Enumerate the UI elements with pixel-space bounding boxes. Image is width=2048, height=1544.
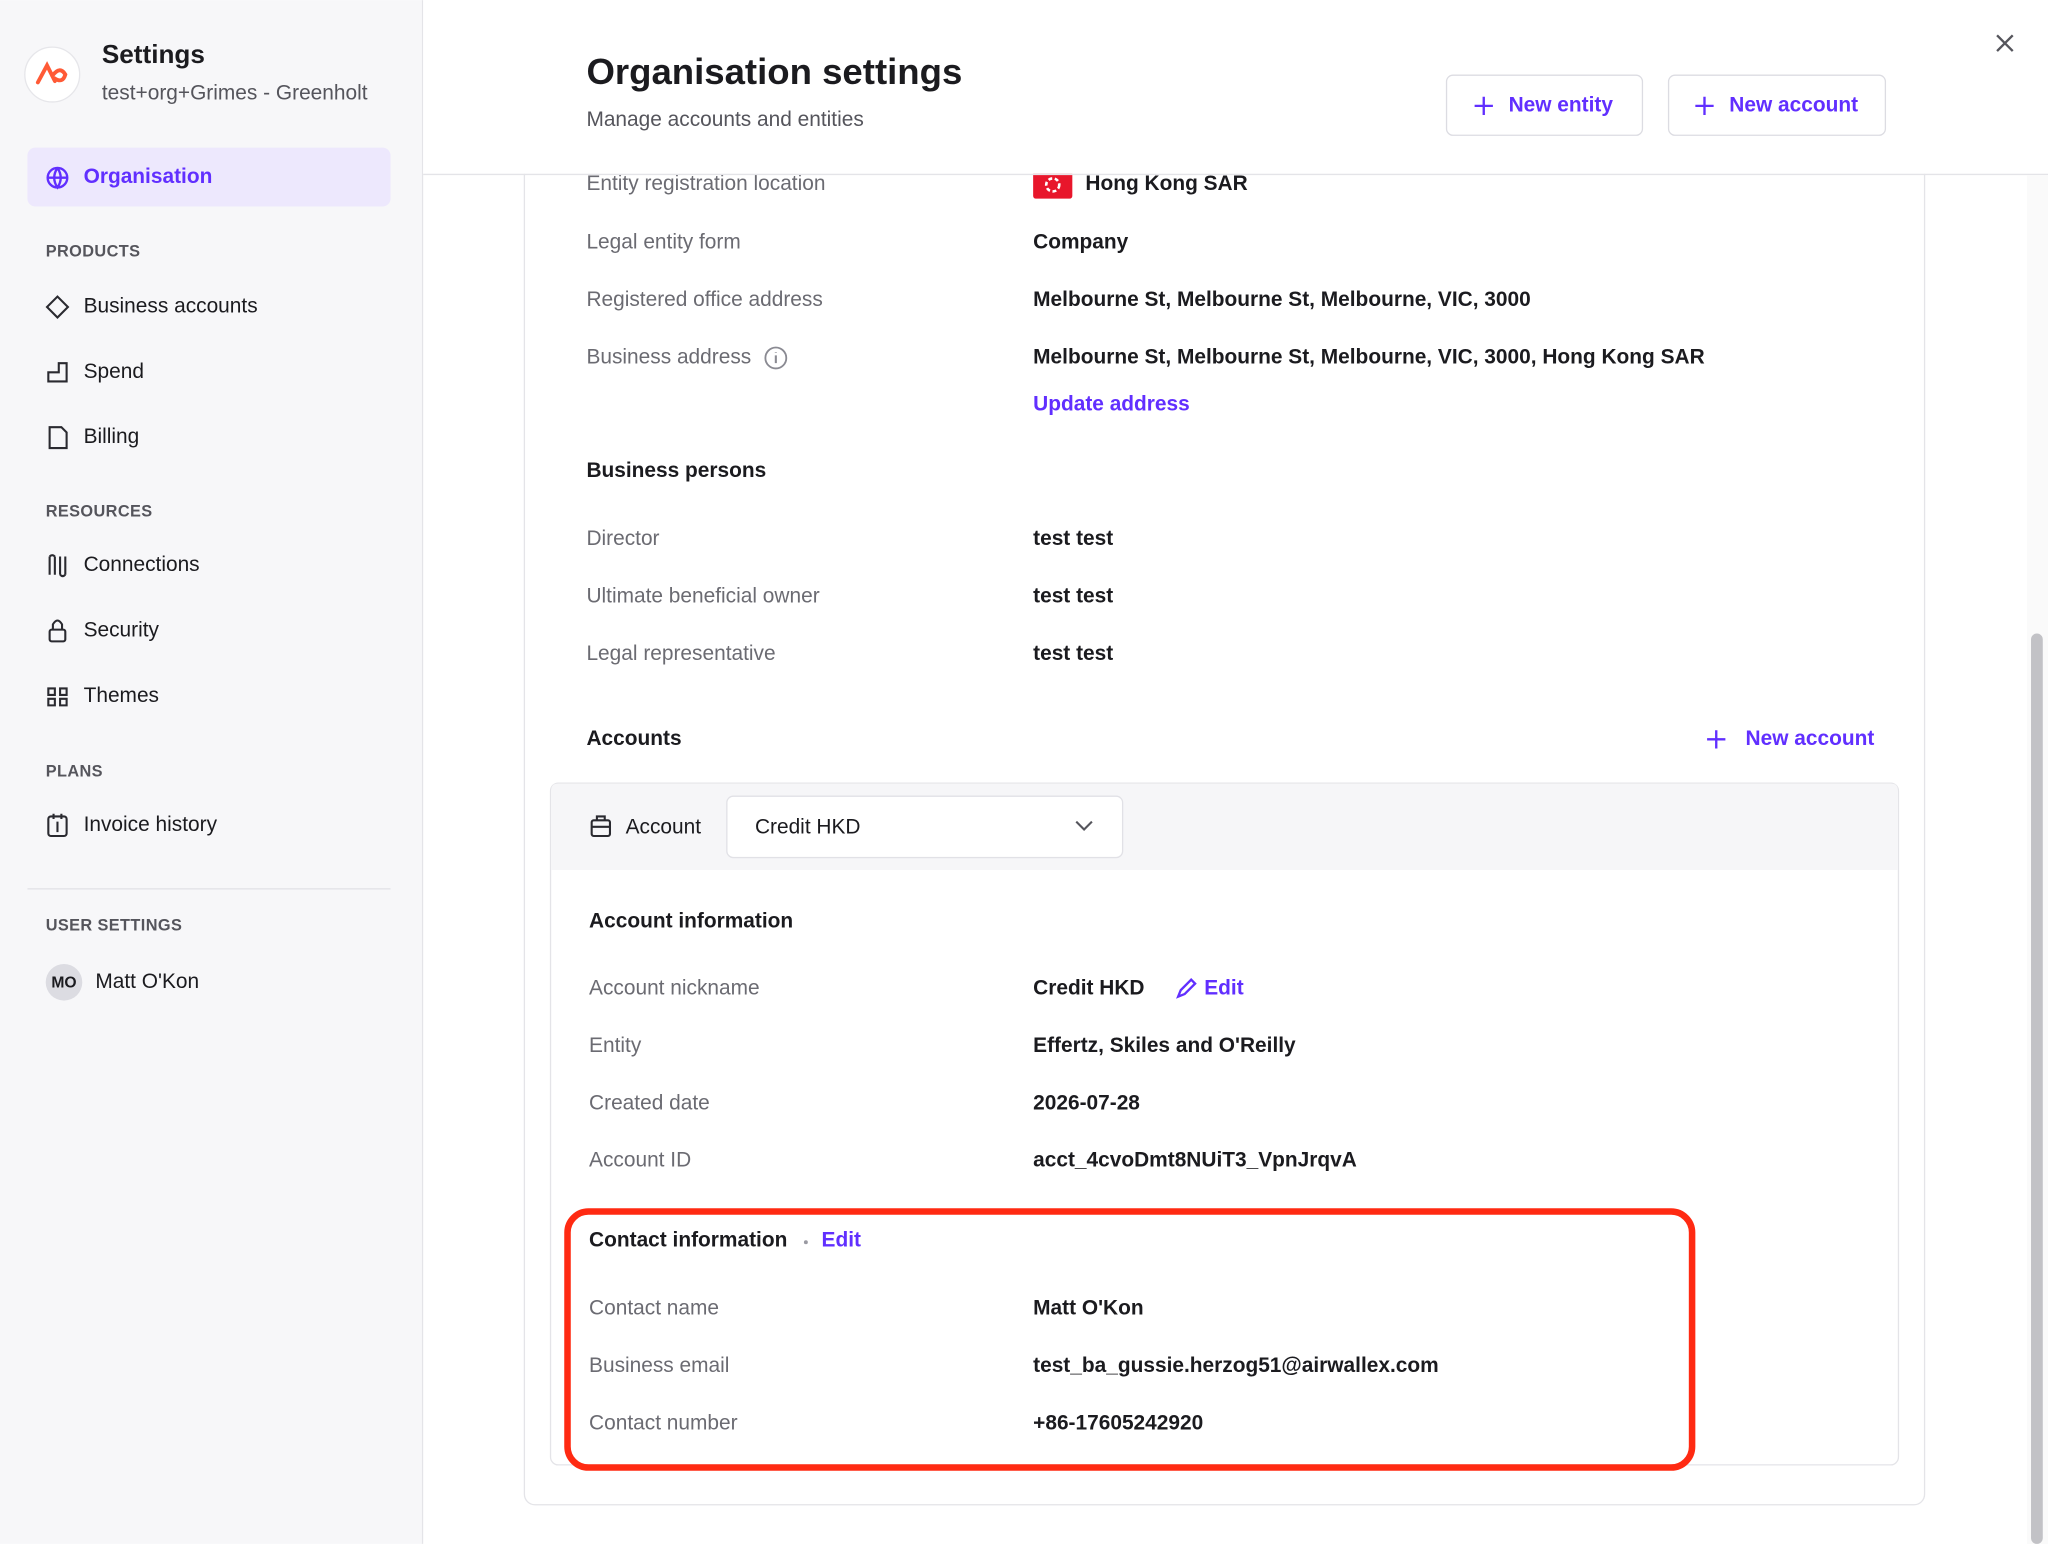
separator-dot [803,1240,808,1245]
new-account-link[interactable]: New account [1746,727,1875,750]
field-label: Legal representative [586,642,775,665]
section-title: Account information [589,910,793,933]
avatar [45,964,83,1001]
field-label: Director [586,527,659,550]
field-value: +86-17605242920 [1033,1411,1203,1434]
scrollbar-thumb[interactable] [2031,633,2043,1544]
field-label: Ultimate beneficial owner [586,584,819,607]
nav-label[interactable]: Spend [84,360,144,383]
sidebar-subtitle: test+org+Grimes - Greenholt [102,82,368,105]
flag [1033,171,1073,199]
field-label: Business email [589,1354,729,1377]
icon [48,426,68,450]
field-value: Melbourne St, Melbourne St, Melbourne, V… [1033,288,1531,311]
section-title: Business persons [586,459,766,482]
user-name[interactable]: Matt O'Kon [95,970,199,993]
new-account-button[interactable] [1667,74,1887,136]
page-title: Organisation settings [586,51,962,92]
nav-label[interactable]: Organisation [84,165,213,188]
icon [52,813,63,833]
nav-label[interactable]: Invoice history [84,813,218,836]
update-address-link[interactable]: Update address [1033,392,1190,415]
field-label: Registered office address [586,288,822,311]
edit-link[interactable]: Edit [1204,976,1243,999]
icon [45,295,70,319]
field-label: Contact number [589,1411,738,1434]
field-label: Contact name [589,1296,719,1319]
field-value: test test [1033,642,1113,665]
field-label: Entity registration location [586,172,825,195]
nav-heading: PRODUCTS [46,242,141,260]
field-value: Company [1033,231,1129,254]
field-label: Account nickname [589,976,760,999]
plus-icon [1695,96,1714,116]
field-value: Melbourne St, Melbourne St, Melbourne, V… [1033,345,1705,368]
nav-label[interactable]: Security [84,618,160,641]
highlight-box [564,1208,1696,1471]
nav-label[interactable]: Billing [84,425,140,448]
edit-icon [1176,978,1197,999]
selector-label: Account [626,816,702,839]
chevron [1075,820,1093,831]
field-value: test test [1033,527,1113,550]
nav-heading: RESOURCES [46,502,153,520]
close-button[interactable] [1996,34,2014,52]
sidebar-title: Settings [102,39,205,69]
nav-label[interactable]: Themes [84,684,159,707]
icon [51,619,64,630]
nav-label[interactable]: Business accounts [84,295,258,318]
field-value: 2026-07-28 [1033,1091,1140,1114]
icon [48,628,67,643]
button-label[interactable]: New account [1729,93,1858,116]
icon [47,167,68,190]
nav-heading: PLANS [46,762,103,780]
field-label: Business address [586,345,751,368]
icon [47,687,68,707]
info-icon[interactable] [764,346,788,370]
icon [591,815,610,828]
field-label: Legal entity form [586,231,740,254]
nav-label[interactable]: Connections [84,553,200,576]
page-subtitle: Manage accounts and entities [586,108,863,131]
icon [590,819,612,838]
select-value[interactable]: Credit HKD [755,816,861,839]
field-label: Account ID [589,1149,691,1172]
field-value: Hong Kong SAR [1085,172,1247,195]
icon [48,554,67,578]
field-label: Entity [589,1034,642,1057]
icon [47,362,68,383]
nav-item-active[interactable] [27,147,391,207]
icon [47,815,68,838]
section-title: Contact information [589,1228,787,1251]
field-value: Credit HKD [1033,976,1144,999]
field-value: Matt O'Kon [1033,1296,1143,1319]
plus-icon [1474,96,1493,116]
new-entity-button[interactable] [1445,74,1644,136]
account-select[interactable] [726,795,1124,859]
flag-emblem [1044,177,1061,193]
plus-icon [1707,730,1726,749]
logo-mark [35,61,68,85]
field-value: test test [1033,584,1113,607]
section-title: Accounts [586,727,681,750]
edit-link[interactable]: Edit [822,1228,861,1251]
nav-heading: USER SETTINGS [46,916,183,934]
field-label: Created date [589,1091,710,1114]
sidebar [0,0,422,1544]
button-label[interactable]: New entity [1509,93,1614,116]
avatar-initials: MO [51,975,76,992]
field-value: acct_4cvoDmt8NUiT3_VpnJrqvA [1033,1149,1357,1172]
field-value: Effertz, Skiles and O'Reilly [1033,1034,1296,1057]
field-value: test_ba_gussie.herzog51@airwallex.com [1033,1354,1439,1377]
